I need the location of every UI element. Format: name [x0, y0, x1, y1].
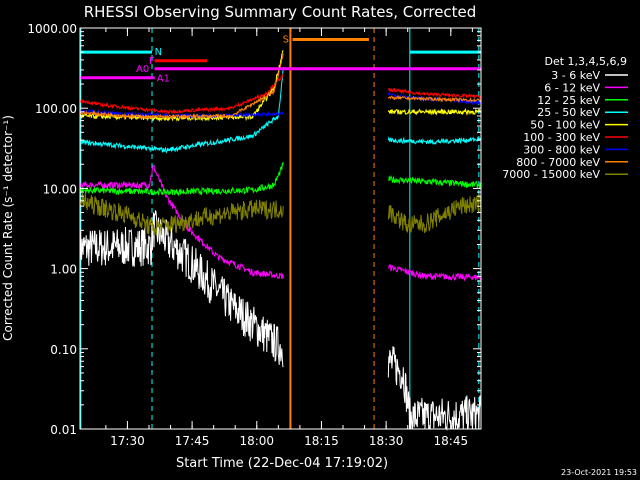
y-tick-label-0: 0.01: [50, 423, 77, 437]
series-line-2-1: [388, 174, 482, 189]
chart-title: RHESSI Observing Summary Count Rates, Co…: [84, 3, 477, 21]
legend-label-2: 12 - 25 keV: [537, 94, 600, 107]
series-line-0-0: [79, 210, 284, 368]
y-axis-label: Corrected Count Rate (s⁻¹ detector⁻¹): [1, 115, 15, 341]
series-line-2-0: [79, 161, 284, 197]
plot-frame: [79, 27, 482, 430]
series-line-3-0: [79, 66, 284, 154]
legend-label-5: 100 - 300 keV: [523, 131, 600, 144]
y-tick-label-4: 100.00: [35, 102, 77, 116]
series-line-7-1: [387, 94, 482, 104]
series-line-4-1: [387, 107, 482, 116]
series-line-8-0: [79, 192, 284, 236]
x-axis-label: Start Time (22-Dec-04 17:19:02): [176, 456, 388, 471]
annotation-F: F: [149, 56, 155, 67]
annotation-S: S: [283, 34, 289, 45]
legend-label-3: 25 - 50 keV: [537, 106, 600, 119]
annotation-A0: A0: [136, 64, 149, 75]
axis-ticks: 0.01 0.10 1.00 10.00 100.00 1000.00 17:30 17:45…: [27, 22, 481, 448]
legend-label-4: 50 - 100 keV: [530, 119, 600, 132]
x-tick-label-0: 17:30: [110, 434, 145, 448]
series-line-8-1: [387, 194, 482, 234]
y-tick-label-2: 1.00: [50, 263, 77, 277]
legend-label-7: 800 - 7000 keV: [516, 156, 600, 169]
series-line-0-1: [387, 346, 482, 431]
footer-date: 23-Oct-2021 19:53: [561, 468, 637, 477]
series-line-3-1: [387, 136, 482, 145]
y-tick-label-1: 0.10: [50, 343, 77, 357]
x-tick-label-2: 18:00: [239, 434, 274, 448]
series-line-7-0: [79, 53, 284, 120]
annotation-N: N: [155, 47, 162, 58]
x-tick-label-5: 18:45: [434, 434, 469, 448]
x-tick-label-3: 18:15: [304, 434, 339, 448]
y-tick-label-3: 10.00: [43, 182, 77, 196]
x-tick-label-4: 18:30: [369, 434, 404, 448]
series-line-5-1: [388, 87, 482, 100]
series-line-1-1: [387, 263, 482, 282]
legend-label-1: 6 - 12 keV: [544, 81, 600, 94]
legend-label-8: 7000 - 15000 keV: [502, 168, 600, 181]
series-line-5-0: [79, 73, 284, 115]
legend-label-6: 300 - 800 keV: [523, 143, 600, 156]
legend-header: Det 1,3,4,5,6,9: [544, 55, 627, 68]
y-tick-label-5: 1000.00: [27, 22, 77, 36]
annotation-A1: A1: [157, 74, 170, 85]
x-tick-label-1: 17:45: [175, 434, 210, 448]
legend-label-0: 3 - 6 keV: [551, 69, 600, 82]
